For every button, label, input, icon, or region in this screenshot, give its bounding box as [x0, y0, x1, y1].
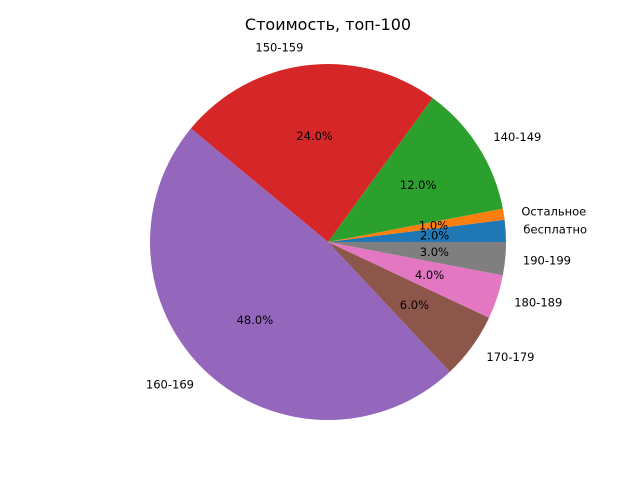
pct-label-170-179: 6.0% — [400, 298, 429, 312]
slice-label-бесплатно: бесплатно — [523, 223, 587, 237]
pie-labels: бесплатно 2.0% Остальное 1.0% 140-149 12.0% 15… — [146, 41, 587, 392]
pie-slice-170-179 — [328, 242, 490, 372]
pct-label-140-149: 12.0% — [400, 178, 437, 192]
pie-slice-150-159 — [190, 64, 433, 242]
pie-slice-180-189 — [328, 242, 503, 318]
pie-slice-190-199 — [328, 242, 506, 276]
slice-label-150-159: 150-159 — [255, 41, 303, 55]
pie-slice-160-169 — [150, 128, 450, 420]
pct-label-150-159: 24.0% — [296, 129, 333, 143]
slice-label-180-189: 180-189 — [514, 296, 562, 310]
slice-label-190-199: 190-199 — [523, 253, 571, 267]
slice-label-остальное: Остальное — [521, 204, 586, 218]
slice-label-160-169: 160-169 — [146, 378, 194, 392]
pct-label-остальное: 1.0% — [419, 218, 448, 232]
pie-slice-бесплатно — [328, 219, 506, 242]
pie-slices — [150, 64, 506, 420]
pct-label-160-169: 48.0% — [237, 313, 274, 327]
pct-label-180-189: 4.0% — [415, 268, 444, 282]
slice-label-140-149: 140-149 — [493, 130, 541, 144]
pct-label-190-199: 3.0% — [420, 245, 449, 259]
pie-slice-140-149 — [328, 97, 503, 243]
pie-slice-остальное — [328, 208, 505, 242]
chart-title: Стоимость, топ-100 — [245, 15, 411, 34]
slice-label-170-179: 170-179 — [486, 350, 534, 364]
pct-label-бесплатно: 2.0% — [420, 228, 449, 242]
